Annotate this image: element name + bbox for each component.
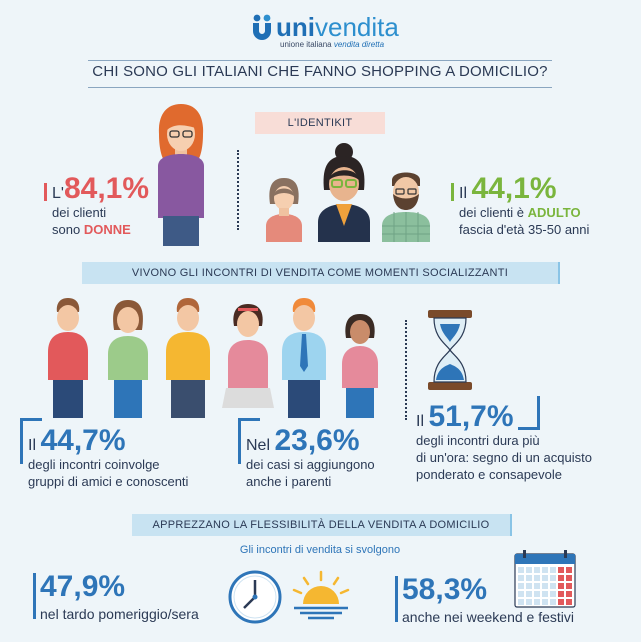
calendar-day-cell <box>566 567 572 573</box>
girl-icon <box>266 178 302 242</box>
calendar-day-cell <box>558 567 564 573</box>
identikit-banner: L'IDENTIKIT <box>255 112 385 134</box>
calendar-day-cell <box>534 583 540 589</box>
duration-bracket-v <box>537 396 540 430</box>
calendar-day-cell <box>526 575 532 581</box>
friends-bracket-v <box>20 418 23 464</box>
friends-stat: Il 44,7% degli incontri coinvolge gruppi… <box>28 424 189 490</box>
logo: univendita <box>252 14 399 40</box>
evening-stat: 47,9% nel tardo pomeriggio/sera <box>40 570 199 623</box>
calendar-day-cell <box>534 591 540 597</box>
adult-accent-bar <box>451 183 454 201</box>
title-rule-bottom <box>88 87 552 88</box>
logo-subtitle: unione italiana vendita diretta <box>280 40 385 49</box>
calendar-day-cell <box>518 591 524 597</box>
friends-bracket-h <box>20 418 42 421</box>
flex-banner: APPREZZANO LA FLESSIBILITÀ DELLA VENDITA… <box>132 514 512 536</box>
calendar-day-cell <box>518 583 524 589</box>
weekend-stat: 58,3% anche nei weekend e festivi <box>402 573 574 626</box>
evening-percentage: 47,9% <box>40 570 126 603</box>
page-title: CHI SONO GLI ITALIANI CHE FANNO SHOPPING… <box>92 63 548 80</box>
women-percentage: 84,1% <box>63 172 150 205</box>
social-banner: VIVONO GLI INCONTRI DI VENDITA COME MOME… <box>82 262 560 284</box>
calendar-day-cell <box>534 575 540 581</box>
duration-percentage: 51,7% <box>428 400 514 433</box>
weekend-percentage: 58,3% <box>402 573 488 606</box>
calendar-day-cell <box>542 575 548 581</box>
calendar-day-cell <box>550 599 556 605</box>
man-beard-icon <box>382 172 430 242</box>
calendar-day-cell <box>550 583 556 589</box>
calendar-day-cell <box>558 583 564 589</box>
relatives-stat: Nel 23,6% dei casi si aggiungono anche i… <box>246 424 375 490</box>
women-accent-bar <box>44 183 47 201</box>
clock-icon <box>228 570 282 624</box>
weekend-bracket-v <box>395 576 398 622</box>
calendar-day-cell <box>542 583 548 589</box>
adult-percentage: 44,1% <box>471 172 557 205</box>
duration-divider <box>405 320 407 420</box>
calendar-day-cell <box>542 591 548 597</box>
duration-stat: Il 51,7% degli incontri dura più di un'o… <box>416 400 592 483</box>
title-rule-top <box>88 60 552 61</box>
calendar-day-cell <box>558 591 564 597</box>
logo-uni: uni <box>276 12 315 42</box>
calendar-day-cell <box>518 567 524 573</box>
calendar-day-cell <box>526 599 532 605</box>
calendar-day-cell <box>534 599 540 605</box>
family-group-icon <box>266 143 430 242</box>
logo-vendita: vendita <box>315 12 399 42</box>
duration-bracket-h <box>518 427 540 430</box>
calendar-day-cell <box>566 591 572 597</box>
calendar-icon <box>514 550 576 608</box>
divider <box>237 150 239 230</box>
people-group-icon <box>48 298 378 418</box>
adult-stat: Il 44,1% dei clienti è ADULTO fascia d'e… <box>459 172 590 238</box>
friends-percentage: 44,7% <box>40 424 126 457</box>
calendar-day-cell <box>542 567 548 573</box>
calendar-day-cell <box>558 599 564 605</box>
calendar-day-cell <box>550 567 556 573</box>
calendar-day-cell <box>534 567 540 573</box>
relatives-bracket-h <box>238 418 260 421</box>
calendar-day-cell <box>566 575 572 581</box>
woman-glasses-icon <box>318 143 370 242</box>
relatives-percentage: 23,6% <box>274 424 360 457</box>
calendar-day-cell <box>550 591 556 597</box>
logo-mark-icon <box>253 14 271 40</box>
calendar-day-cell <box>566 599 572 605</box>
calendar-day-cell <box>542 599 548 605</box>
flex-subtitle: Gli incontri di vendita si svolgono <box>239 544 401 556</box>
calendar-day-cell <box>566 583 572 589</box>
hourglass-icon <box>428 310 472 390</box>
calendar-day-cell <box>526 583 532 589</box>
calendar-day-cell <box>526 567 532 573</box>
women-stat: L'84,1% dei clienti sono DONNE <box>52 172 150 238</box>
relatives-bracket-v <box>238 418 241 464</box>
calendar-day-cell <box>518 575 524 581</box>
calendar-day-cell <box>526 591 532 597</box>
calendar-day-cell <box>550 575 556 581</box>
evening-bracket-v <box>33 573 36 619</box>
calendar-day-cell <box>558 575 564 581</box>
calendar-day-cell <box>518 599 524 605</box>
woman-icon <box>158 104 204 246</box>
sunset-icon <box>292 570 350 620</box>
